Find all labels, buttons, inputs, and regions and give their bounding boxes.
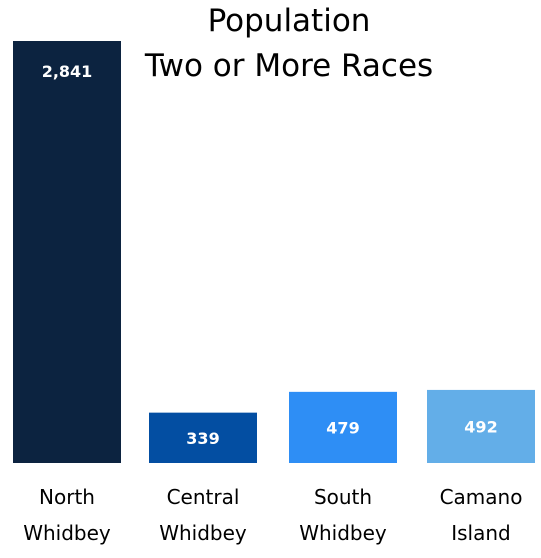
x-tick-label: Whidbey — [23, 521, 111, 545]
x-tick-label: Whidbey — [159, 521, 247, 545]
bar-south-whidbey — [289, 391, 397, 463]
category-labels-group: North Whidbey Central Whidbey South Whidbey Ca… — [23, 485, 522, 545]
bar-value-label: 2,841 — [42, 62, 93, 81]
x-tick-label: South — [314, 485, 372, 509]
bar-value-label: 492 — [464, 417, 497, 436]
x-tick-label: Central — [167, 485, 240, 509]
chart-title-line-2: Two or More Races — [144, 48, 433, 84]
chart-title-line-1: Population — [208, 3, 371, 39]
bar-value-label: 479 — [326, 418, 359, 437]
bar-value-label: 339 — [186, 429, 219, 448]
bars-group: 2,841 339 479 492 — [13, 41, 535, 463]
bar-north-whidbey — [13, 41, 121, 463]
x-tick-label: Whidbey — [299, 521, 387, 545]
bar-camano-island — [427, 389, 535, 463]
x-tick-label: Camano — [440, 485, 523, 509]
x-tick-label: Island — [451, 521, 511, 545]
bar-central-whidbey — [149, 412, 257, 463]
x-tick-label: North — [39, 485, 95, 509]
